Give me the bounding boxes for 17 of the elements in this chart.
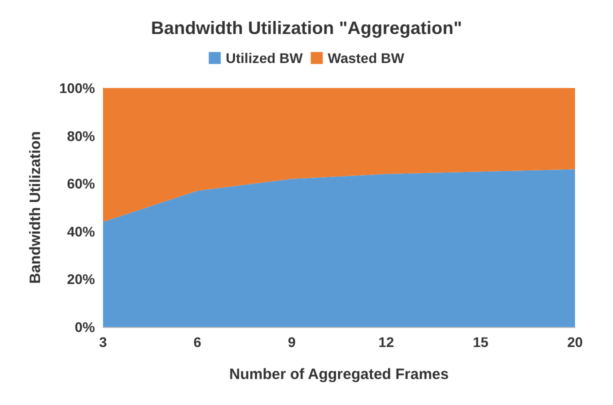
- x-tick-label: 9: [288, 334, 296, 350]
- x-tick-label: 3: [99, 334, 108, 350]
- legend-label: Wasted BW: [328, 50, 406, 66]
- y-axis-title: Bandwidth Utilization: [27, 131, 44, 284]
- x-tick-label: 12: [378, 334, 394, 350]
- y-tick-label: 100%: [59, 80, 96, 96]
- x-tick-label: 15: [472, 334, 489, 350]
- chart-title: Bandwidth Utilization "Aggregation": [150, 18, 462, 38]
- legend-label: Utilized BW: [226, 50, 304, 66]
- y-tick-label: 20%: [66, 271, 96, 288]
- y-tick-label: 80%: [66, 128, 96, 144]
- y-tick-label: 40%: [66, 223, 96, 240]
- x-axis-title: Number of Aggregated Frames: [229, 366, 449, 383]
- y-tick-label: 0%: [74, 319, 96, 335]
- x-tick-label: 6: [194, 334, 202, 350]
- y-tick-label: 60%: [66, 176, 96, 192]
- x-tick-label: 20: [567, 334, 583, 350]
